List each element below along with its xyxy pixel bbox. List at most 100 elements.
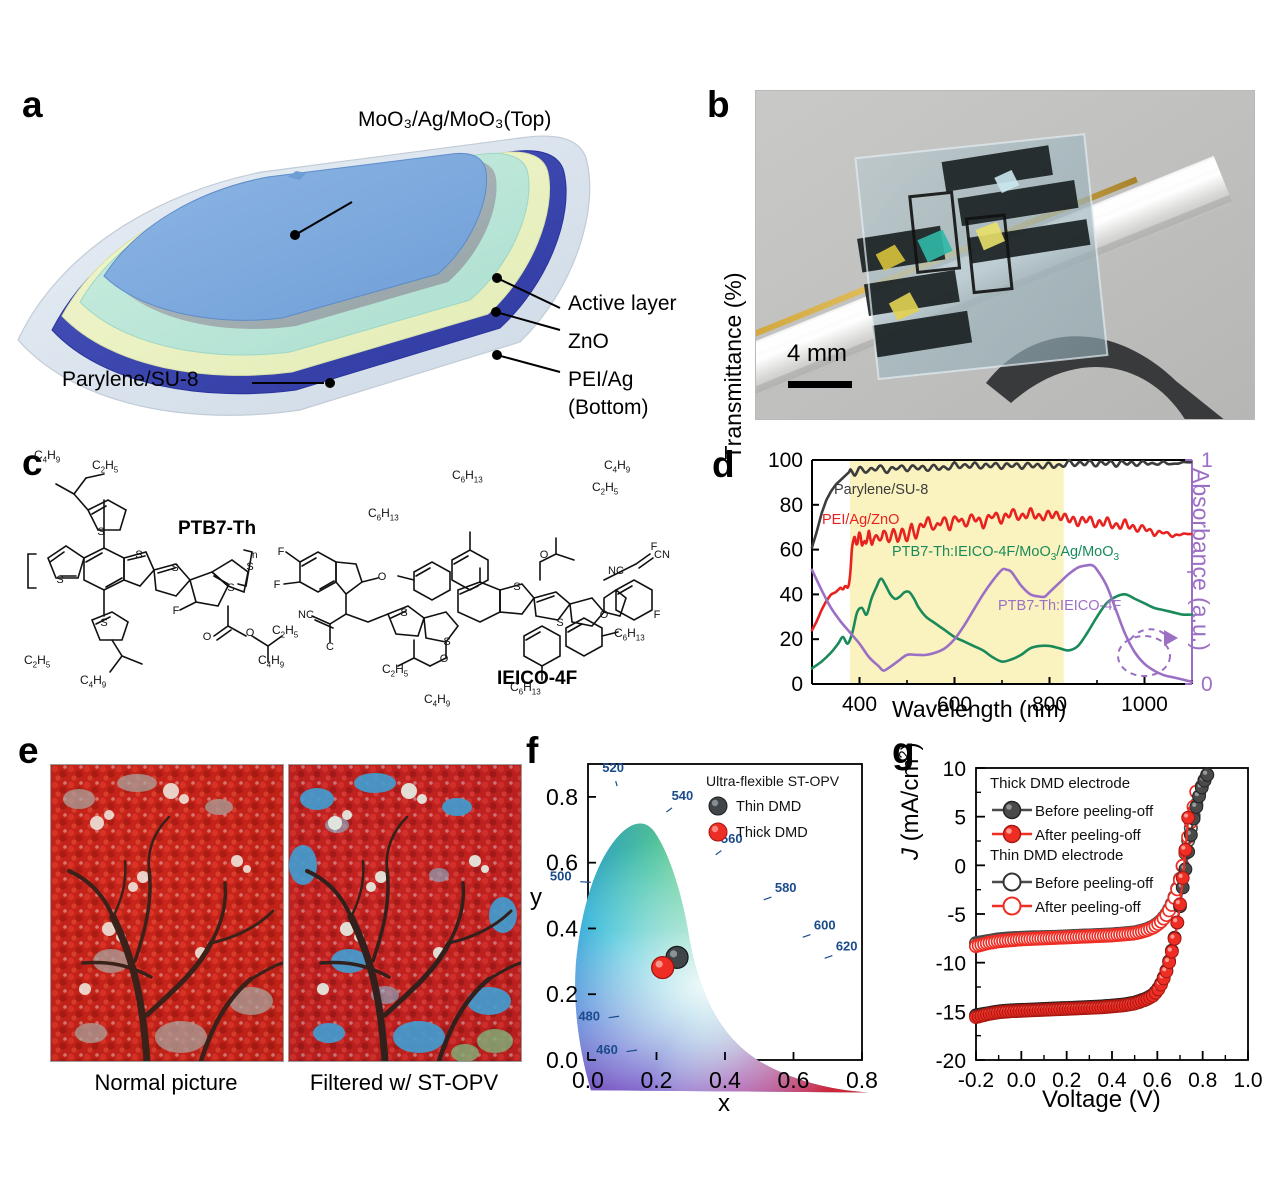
svg-text:-0.2: -0.2 [958,1069,994,1092]
svg-text:0.2: 0.2 [641,1067,673,1093]
caption-normal-picture: Normal picture [94,1070,238,1095]
svg-text:F: F [274,579,281,591]
svg-text:5: 5 [954,807,966,830]
cie-data-points[interactable] [651,945,689,980]
visible-range-shading [850,460,1064,684]
svg-text:80: 80 [780,494,803,517]
svg-text:40: 40 [780,583,803,606]
panel-d-transmittance-chart: d 400 600 800 1000 0 20 40 60 80 100 0 1 Transmitta… [712,272,1280,730]
svg-text:NC: NC [608,565,624,577]
molecular-structures: S S S S S S S F O O n [27,473,670,681]
callout-leaders [294,201,561,373]
svg-text:60: 60 [780,539,803,562]
wavelength-label-460: 460 [596,1042,618,1057]
caption-filtered-picture: Filtered w/ ST-OPV [309,1070,499,1095]
sidechain-c4h9-a: C4H9 [34,448,61,465]
f-axis-ticks [587,795,863,1061]
sidechain-c6h13-a: C6H13 [368,506,399,523]
svg-text:S: S [227,582,234,594]
svg-text:0.0: 0.0 [546,1047,578,1073]
molecule-1-name: PTB7-Th [178,518,257,539]
scale-bar-label: 4 mm [787,340,847,367]
svg-text:C: C [326,641,334,653]
svg-text:F: F [651,541,658,553]
sidechain-c2h5-b: C2H5 [24,653,51,670]
svg-text:0.0: 0.0 [1007,1069,1036,1092]
svg-text:0: 0 [791,673,803,696]
tree-filtered-render [289,765,521,1061]
svg-text:0.6: 0.6 [546,850,578,876]
svg-text:S: S [400,607,407,619]
curve-0 [810,458,1193,549]
svg-text:0.8: 0.8 [1188,1069,1217,1092]
panel-c-label: c [22,442,43,483]
sidechain-c2h5-c: C2H5 [272,623,299,640]
panel-e-photo-comparison: e [0,730,522,1130]
panel-d-label: d [712,444,735,485]
wavelength-label-540: 540 [672,788,694,803]
panel-g-jv-curves: g -0.2 0.0 0.2 0.4 0.6 0.8 1.0 -20 -15 -10 -5 0 5 10 … [880,730,1280,1130]
g-legend-group-thin: Thin DMD electrode [990,847,1123,864]
svg-text:-15: -15 [936,1001,966,1024]
cie-point-thick-dmd[interactable] [651,955,675,980]
callout-bottom-electrode-sub: (Bottom) [568,396,649,419]
svg-text:O: O [203,631,212,643]
curve-label-parylene: Parylene/SU-8 [834,482,929,498]
svg-text:1.0: 1.0 [1233,1069,1262,1092]
panel-f-cie-diagram: f [510,730,880,1130]
svg-text:1: 1 [1201,449,1213,472]
f-legend-title: Ultra-flexible ST-OPV [706,773,840,789]
panel-b-label: b [707,84,730,125]
svg-text:0.8: 0.8 [546,784,578,810]
svg-text:0.2: 0.2 [1052,1069,1081,1092]
svg-text:S: S [246,561,253,573]
f-ylabel: y [530,884,542,911]
svg-text:F: F [654,609,661,621]
g-axis-ticks [975,767,1249,1061]
panel-c-chemical-structures: c [0,440,700,730]
callout-top-electrode: MoO₃/Ag/MoO₃(Top) [358,108,552,131]
callout-substrate: Parylene/SU-8 [62,368,199,391]
callout-zno: ZnO [568,330,609,353]
curve-label-active-dmd: PTB7-Th:IEICO-4F/MoO3/Ag/MoO3 [892,544,1120,563]
callout-bottom-electrode: PEI/Ag [568,368,634,391]
svg-text:NC: NC [298,609,314,621]
transmittance-curves [810,458,1194,684]
svg-text:O: O [600,609,609,621]
svg-text:0: 0 [954,855,966,878]
f-axis-tick-labels: 0.0 0.2 0.4 0.6 0.8 0.0 0.2 0.4 0.6 0.8 [546,784,878,1093]
ieico4f-atom-labels: F F F F O O NC C NC CN S S S S O O [274,541,670,665]
svg-text:10: 10 [943,758,966,781]
wavelength-label-620: 620 [836,938,858,953]
svg-text:0.0: 0.0 [572,1067,604,1093]
jv-series-3 [968,781,1204,954]
absorbance-axis-arrow [1117,628,1178,677]
sidechain-c6h13-d: C6H13 [510,680,541,697]
svg-text:0.4: 0.4 [709,1067,741,1093]
curve-2 [810,577,1194,670]
callout-dots [290,230,502,388]
svg-text:S: S [556,617,563,629]
svg-text:0.8: 0.8 [846,1067,878,1093]
svg-text:O: O [378,571,387,583]
svg-text:S: S [97,526,104,538]
svg-text:O: O [440,653,449,665]
svg-text:400: 400 [842,693,877,716]
sidechain-c2h5-d: C2H5 [592,480,619,497]
svg-text:600: 600 [937,693,972,716]
panel-a-label: a [22,84,43,125]
g-legend-row-0: Before peeling-off [992,800,1154,820]
curve-label-pei: PEI/Ag/ZnO [822,512,900,528]
curve-1 [810,507,1193,632]
svg-text:100: 100 [768,449,803,472]
svg-text:800: 800 [1032,693,1067,716]
g-legend-row-2: Before peeling-off [992,872,1154,892]
wavelength-label-480: 480 [578,1008,600,1023]
photo-render [756,91,1254,419]
svg-text:1000: 1000 [1121,693,1168,716]
g-legend-row-1: After peeling-off [992,824,1141,844]
g-ylabel: J (mA/cm2) [896,742,924,860]
